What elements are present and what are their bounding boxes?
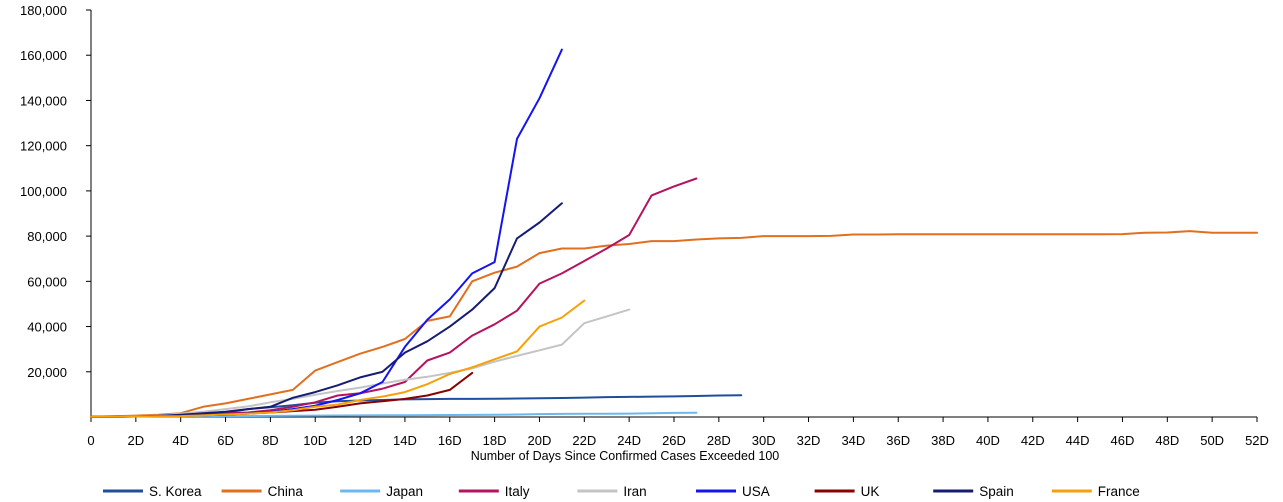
y-tick-label: 120,000 xyxy=(20,139,67,154)
series-line-france xyxy=(90,299,586,418)
x-tick-label: 50D xyxy=(1200,433,1224,448)
x-axis-ticks: 0 2D 4D 6D 8D 10D 12D 14D 16D 18D 20D 22D 24D 26D 28D 3… xyxy=(87,417,1269,448)
legend-label-s-korea: S. Korea xyxy=(149,484,202,499)
x-tick-label: 0 xyxy=(87,433,94,448)
x-tick-label: 46D xyxy=(1111,433,1135,448)
legend-label-china: China xyxy=(268,484,304,499)
y-tick-label: 160,000 xyxy=(20,48,67,63)
x-tick-label: 20D xyxy=(528,433,552,448)
series-line-china xyxy=(90,230,1258,418)
y-tick-label: 60,000 xyxy=(27,274,67,289)
series-line-japan xyxy=(90,411,698,418)
legend-label-japan: Japan xyxy=(386,484,423,499)
legend-label-iran: Iran xyxy=(623,484,646,499)
x-tick-label: 34D xyxy=(841,433,865,448)
x-tick-label: 38D xyxy=(931,433,955,448)
legend-label-italy: Italy xyxy=(505,484,530,499)
x-tick-label: 10D xyxy=(303,433,327,448)
series-line-iran xyxy=(90,308,631,418)
x-tick-label: 6D xyxy=(217,433,234,448)
x-tick-label: 36D xyxy=(886,433,910,448)
x-tick-label: 4D xyxy=(172,433,189,448)
x-tick-label: 48D xyxy=(1155,433,1179,448)
legend-label-spain: Spain xyxy=(979,484,1014,499)
x-tick-label: 26D xyxy=(662,433,686,448)
x-tick-label: 32D xyxy=(797,433,821,448)
x-tick-label: 16D xyxy=(438,433,462,448)
series-lines xyxy=(90,48,1258,418)
y-tick-label: 80,000 xyxy=(27,229,67,244)
legend-label-uk: UK xyxy=(861,484,880,499)
x-tick-label: 12D xyxy=(348,433,372,448)
x-tick-label: 28D xyxy=(707,433,731,448)
x-tick-label: 22D xyxy=(572,433,596,448)
x-tick-label: 14D xyxy=(393,433,417,448)
x-tick-label: 18D xyxy=(483,433,507,448)
y-tick-label: 100,000 xyxy=(20,184,67,199)
legend-label-france: France xyxy=(1098,484,1140,499)
legend: S. Korea China Japan Italy Iran USA UK Spain Fra… xyxy=(103,484,1140,499)
x-tick-label: 42D xyxy=(1021,433,1045,448)
x-tick-label: 40D xyxy=(976,433,1000,448)
y-axis-ticks: 20,000 40,000 60,000 80,000 100,000 120,000 14… xyxy=(20,3,91,380)
x-tick-label: 24D xyxy=(617,433,641,448)
x-tick-label: 30D xyxy=(752,433,776,448)
x-tick-label: 44D xyxy=(1066,433,1090,448)
y-tick-label: 140,000 xyxy=(20,93,67,108)
x-tick-label: 8D xyxy=(262,433,279,448)
y-tick-label: 180,000 xyxy=(20,3,67,18)
x-tick-label: 2D xyxy=(128,433,145,448)
y-tick-label: 40,000 xyxy=(27,320,67,335)
y-tick-label: 20,000 xyxy=(27,365,67,380)
series-line-spain xyxy=(90,202,563,418)
x-tick-label: 52D xyxy=(1245,433,1269,448)
x-axis-title: Number of Days Since Confirmed Cases Exc… xyxy=(471,449,780,463)
legend-label-usa: USA xyxy=(742,484,770,499)
